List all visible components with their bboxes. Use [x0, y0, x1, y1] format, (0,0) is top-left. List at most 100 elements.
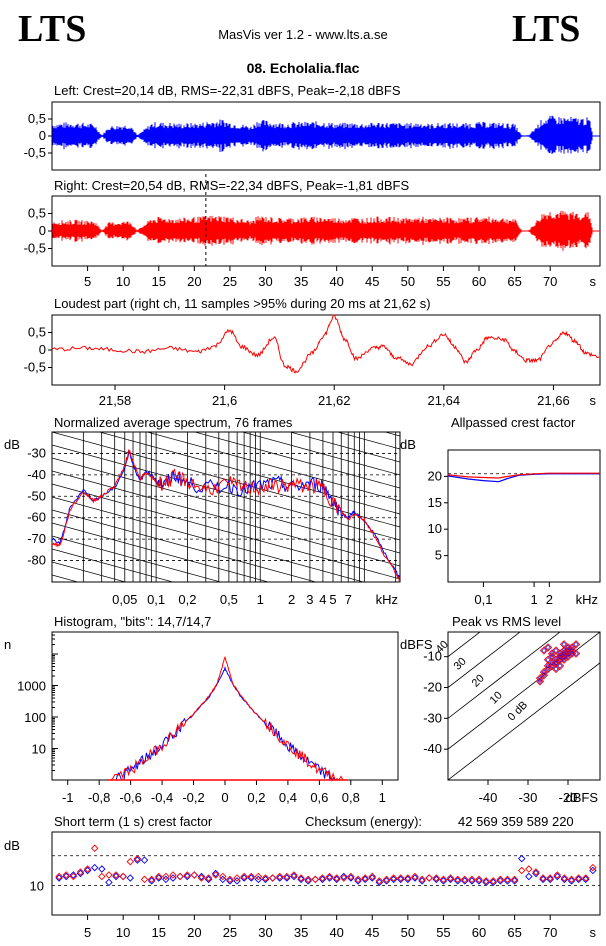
- average_spectrum-xunit: kHz: [376, 592, 398, 607]
- peak_vs_rms-ytick-label: -10: [423, 649, 442, 664]
- short_term_crest-point: [404, 874, 412, 882]
- short_term_crest-point: [155, 874, 163, 882]
- short_term_crest-checksum-label: Checksum (energy):: [305, 814, 422, 829]
- short_term_crest-point: [432, 875, 441, 884]
- short_term_crest-point: [368, 872, 377, 881]
- short_term_crest-point: [76, 868, 85, 876]
- short_term_crest-point: [233, 874, 241, 882]
- average_spectrum-xtick-label: 2: [288, 592, 295, 607]
- short_term_crest-point: [254, 872, 263, 881]
- peak_vs_rms-point-left: [553, 666, 559, 672]
- short_term_crest-point: [347, 872, 355, 881]
- short_term_crest-point: [119, 872, 127, 881]
- short_term_crest-point: [55, 872, 63, 881]
- short_term_crest-point: [190, 871, 199, 879]
- right_waveform-xtick-label: 25: [223, 274, 237, 289]
- short_term_crest-point: [475, 877, 483, 885]
- short_term_crest-point: [553, 872, 562, 881]
- short_term_crest-xtick-label: 10: [116, 925, 130, 940]
- short_term_crest-xtick-label: 40: [329, 925, 343, 940]
- short_term_crest-point: [112, 872, 120, 881]
- short_term_crest-point: [375, 878, 384, 887]
- loudest_part-xtick-label: 21,66: [537, 393, 570, 408]
- short_term_crest-point: [489, 877, 497, 885]
- right_waveform-xtick-label: 40: [329, 274, 343, 289]
- short_term_crest-point: [425, 874, 433, 882]
- average_spectrum-series-0: [51, 449, 401, 578]
- peak_vs_rms-point-left: [537, 678, 543, 684]
- average_spectrum-xtick-label: 0,5: [220, 592, 238, 607]
- short_term_crest-point: [574, 875, 583, 884]
- average_spectrum-xtick-label: 3: [306, 592, 313, 607]
- peak_vs_rms-point-left: [573, 641, 579, 647]
- short_term_crest-point: [226, 877, 234, 885]
- peak_vs_rms-point-left: [545, 644, 551, 650]
- short_term_crest-point: [133, 854, 142, 863]
- short_term_crest-xtick-label: 50: [401, 925, 415, 940]
- short_term_crest-point: [375, 877, 384, 885]
- short_term_crest-point: [432, 874, 441, 882]
- short_term_crest-point: [389, 874, 398, 882]
- short_term_crest-point: [83, 865, 92, 873]
- peak_vs_rms-ylabel: dBFS: [400, 637, 433, 652]
- peak_vs_rms-point-left: [545, 657, 551, 663]
- right_waveform-xtick-label: 5: [84, 274, 91, 289]
- right_waveform-xunit: s: [590, 274, 597, 289]
- short_term_crest-point: [503, 877, 512, 885]
- histogram-series-0: [114, 665, 336, 782]
- short_term_crest-point: [560, 875, 569, 884]
- short_term_crest-point: [489, 878, 497, 887]
- short_term_crest-point: [197, 874, 206, 882]
- short_term_crest-point: [247, 874, 256, 882]
- histogram-xtick-label: 0: [221, 790, 228, 805]
- short_term_crest-point: [268, 874, 277, 882]
- short_term_crest-point: [553, 871, 562, 879]
- average_spectrum-xtick-label: 0,1: [147, 592, 165, 607]
- short_term_crest-point: [396, 874, 405, 882]
- short_term_crest-point: [112, 871, 120, 879]
- histogram-xtick-label: -0,8: [88, 790, 110, 805]
- short_term_crest-point: [368, 874, 377, 882]
- short_term_crest-point: [219, 872, 227, 881]
- short_term_crest-point: [211, 871, 220, 879]
- short_term_crest-point: [468, 875, 476, 884]
- peak_vs_rms-point: [567, 649, 577, 658]
- histogram-frame: [51, 631, 399, 781]
- short_term_crest-point: [311, 875, 320, 884]
- left_waveform-title: Left: Crest=20,14 dB, RMS=-22,31 dBFS, P…: [54, 83, 401, 98]
- short_term_crest-point: [510, 875, 519, 884]
- short_term_crest-point: [382, 877, 391, 885]
- short_term_crest-point: [439, 875, 448, 884]
- short_term_crest-point: [340, 874, 348, 882]
- short_term_crest-point: [589, 863, 597, 872]
- right_waveform-xtick-label: 70: [543, 274, 557, 289]
- allpassed_crest-ytick-label: 10: [428, 521, 442, 536]
- short_term_crest-xtick-label: 55: [436, 925, 450, 940]
- short_term_crest-point: [453, 875, 462, 884]
- short_term_crest-ylabel: dB: [4, 838, 20, 853]
- loudest_part-xtick-label: 21,64: [428, 393, 461, 408]
- peak_vs_rms-ytick-label: -30: [423, 710, 442, 725]
- short_term_crest-xtick-label: 20: [187, 925, 201, 940]
- short_term_crest-point: [105, 871, 113, 879]
- loudest_part-title: Loudest part (right ch, 11 samples >95% …: [54, 296, 431, 311]
- short_term_crest-point: [418, 877, 426, 885]
- peak_vs_rms-frame: [447, 631, 601, 781]
- short_term_crest-point: [482, 877, 490, 885]
- peak_vs_rms-point-left: [561, 657, 567, 663]
- short_term_crest-point: [525, 865, 533, 873]
- short_term_crest-point: [183, 872, 191, 881]
- short_term_crest-point: [275, 872, 284, 881]
- short_term_crest-point: [496, 875, 505, 884]
- short_term_crest-point: [503, 875, 512, 884]
- left_waveform-signal: [52, 115, 600, 154]
- short_term_crest-xtick-label: 5: [84, 925, 91, 940]
- peak_vs_rms-crest-lines: [448, 632, 600, 780]
- peak_vs_rms-ytick-label: -20: [423, 680, 442, 695]
- short_term_crest-point: [318, 874, 327, 882]
- histogram-ytick-label: 100: [24, 710, 46, 725]
- short_term_crest-point: [69, 872, 78, 881]
- short_term_crest-point: [190, 871, 199, 879]
- loudest_part-xtick-label: 21,62: [318, 393, 351, 408]
- peak_vs_rms-crest-label: 30: [452, 656, 469, 673]
